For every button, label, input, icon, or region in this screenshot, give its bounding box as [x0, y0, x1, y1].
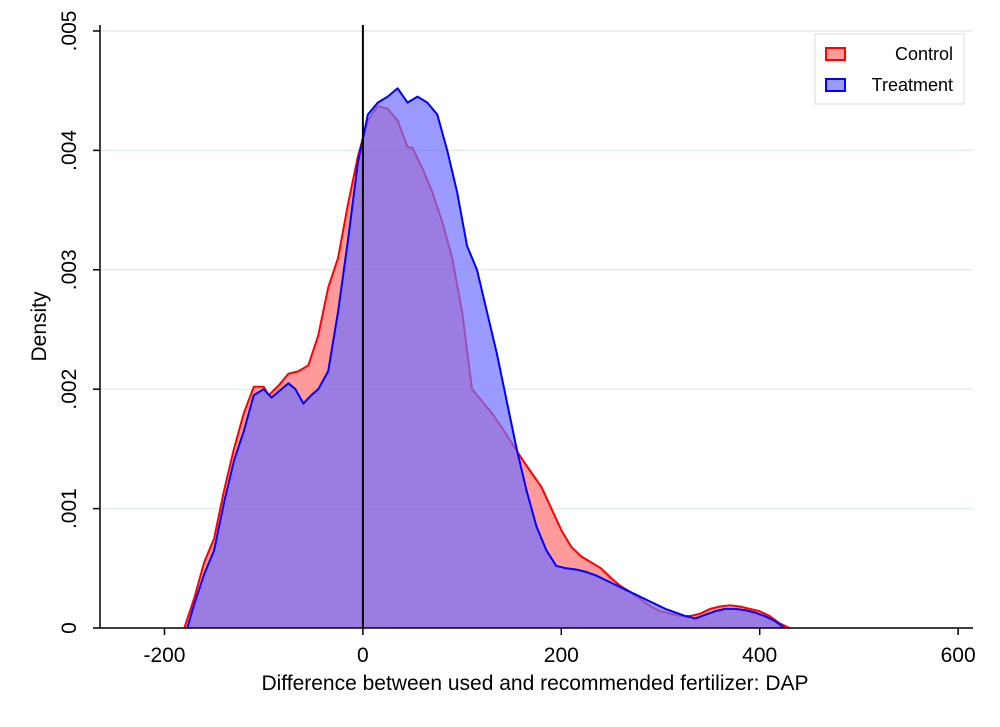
- density-areas: [183, 87, 790, 629]
- x-axis-title: Difference between used and recommended …: [261, 672, 808, 695]
- legend-swatch-treatment: [825, 78, 846, 92]
- x-tick-label-1: 0: [357, 644, 369, 667]
- x-tick-label-3: 400: [742, 644, 777, 667]
- y-tick-label-3: .003: [58, 249, 81, 290]
- legend: Control Treatment: [814, 33, 965, 105]
- x-tick-label-0: -200: [143, 644, 185, 667]
- density-area-treatment: [187, 88, 785, 629]
- axes: -200 0 200 400 600 0 .001 .002 .003 .004 .005: [58, 11, 976, 667]
- y-tick-label-2: .002: [58, 369, 81, 410]
- y-tick-label-0: 0: [58, 622, 81, 634]
- y-tick-label-5: .005: [58, 11, 81, 52]
- y-tick-label-4: .004: [58, 130, 81, 171]
- legend-swatch-control: [825, 47, 846, 61]
- y-tick-label-1: .001: [58, 488, 81, 529]
- legend-label-control: Control: [895, 44, 953, 64]
- x-tick-label-2: 200: [544, 644, 579, 667]
- legend-box: [814, 33, 965, 105]
- x-tick-label-4: 600: [941, 644, 976, 667]
- y-axis-title: Density: [28, 291, 51, 362]
- grid-lines: [100, 30, 973, 510]
- legend-label-treatment: Treatment: [872, 75, 953, 95]
- density-line-treatment: [186, 87, 786, 629]
